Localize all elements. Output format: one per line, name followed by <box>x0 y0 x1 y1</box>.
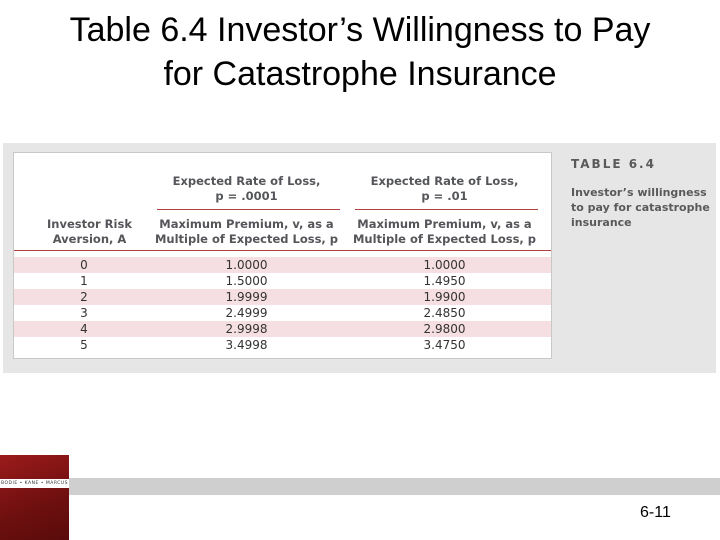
cell-premium-p01: 3.4750 <box>423 338 466 352</box>
header-group-2: Expected Rate of Loss, p = .01 <box>352 174 537 204</box>
cell-risk-aversion: 4 <box>80 322 88 336</box>
figure-panel: Investor Risk Aversion, A Expected Rate … <box>3 143 716 373</box>
cell-premium-p01: 2.9800 <box>423 322 466 336</box>
cell-premium-p0001: 3.4998 <box>225 338 268 352</box>
footer-bar <box>0 478 720 495</box>
table-row: 4 2.9998 2.9800 <box>14 321 551 337</box>
slide-title-line-1: Table 6.4 Investor’s Willingness to Pay <box>69 11 651 49</box>
header-text: Maximum Premium, v, as a <box>159 217 334 231</box>
header-text: Multiple of Expected Loss, p <box>154 232 339 246</box>
cell-premium-p0001: 2.4999 <box>225 306 268 320</box>
cell-premium-p0001: 1.0000 <box>225 258 268 272</box>
cell-premium-p01: 2.4850 <box>423 306 466 320</box>
header-text: Expected Rate of Loss, <box>172 174 321 188</box>
header-rule <box>355 209 538 210</box>
header-risk-aversion: Investor Risk Aversion, A <box>42 217 137 247</box>
cell-premium-p0001: 1.5000 <box>225 274 268 288</box>
header-group-1: Expected Rate of Loss, p = .0001 <box>154 174 339 204</box>
cell-premium-p01: 1.0000 <box>423 258 466 272</box>
cell-risk-aversion: 0 <box>80 258 88 272</box>
header-rule <box>157 209 340 210</box>
logo-text: BODIE • KANE • MARCUS <box>0 479 69 488</box>
table-row: 3 2.4999 2.4850 <box>14 305 551 321</box>
cell-premium-p01: 1.4950 <box>423 274 466 288</box>
publisher-logo: BODIE • KANE • MARCUS <box>0 455 69 540</box>
table-row: 5 3.4998 3.4750 <box>14 337 551 353</box>
header-text: Aversion, A <box>52 232 127 246</box>
data-table: Investor Risk Aversion, A Expected Rate … <box>13 152 552 359</box>
table-row: 0 1.0000 1.0000 <box>14 257 551 273</box>
header-text: Maximum Premium, v, as a <box>357 217 532 231</box>
caption-label: TABLE 6.4 <box>571 157 656 171</box>
table-header-rule <box>14 250 551 251</box>
table-row: 2 1.9999 1.9900 <box>14 289 551 305</box>
cell-premium-p01: 1.9900 <box>423 290 466 304</box>
table-row: 1 1.5000 1.4950 <box>14 273 551 289</box>
caption-text: Investor’s willingness to pay for catast… <box>571 186 710 229</box>
table-body: 0 1.0000 1.0000 1 1.5000 1.4950 2 1.9999… <box>14 257 551 353</box>
header-text: Multiple of Expected Loss, p <box>352 232 537 246</box>
cell-premium-p0001: 2.9998 <box>225 322 268 336</box>
cell-risk-aversion: 1 <box>80 274 88 288</box>
cell-risk-aversion: 2 <box>80 290 88 304</box>
slide-title: Table 6.4 Investor’s Willingness to Pay … <box>0 8 720 96</box>
header-text: p = .0001 <box>215 189 278 203</box>
subheader-group-1: Maximum Premium, v, as a Multiple of Exp… <box>154 217 339 247</box>
cell-premium-p0001: 1.9999 <box>225 290 268 304</box>
table-caption: TABLE 6.4 Investor’s willingness to pay … <box>571 157 711 230</box>
subheader-group-2: Maximum Premium, v, as a Multiple of Exp… <box>352 217 537 247</box>
cell-risk-aversion: 3 <box>80 306 88 320</box>
cell-risk-aversion: 5 <box>80 338 88 352</box>
header-text: Investor Risk <box>47 217 132 231</box>
header-text: Expected Rate of Loss, <box>370 174 519 188</box>
header-text: p = .01 <box>421 189 468 203</box>
page-number: 6-11 <box>640 504 671 521</box>
slide-title-line-2: for Catastrophe Insurance <box>163 55 557 93</box>
